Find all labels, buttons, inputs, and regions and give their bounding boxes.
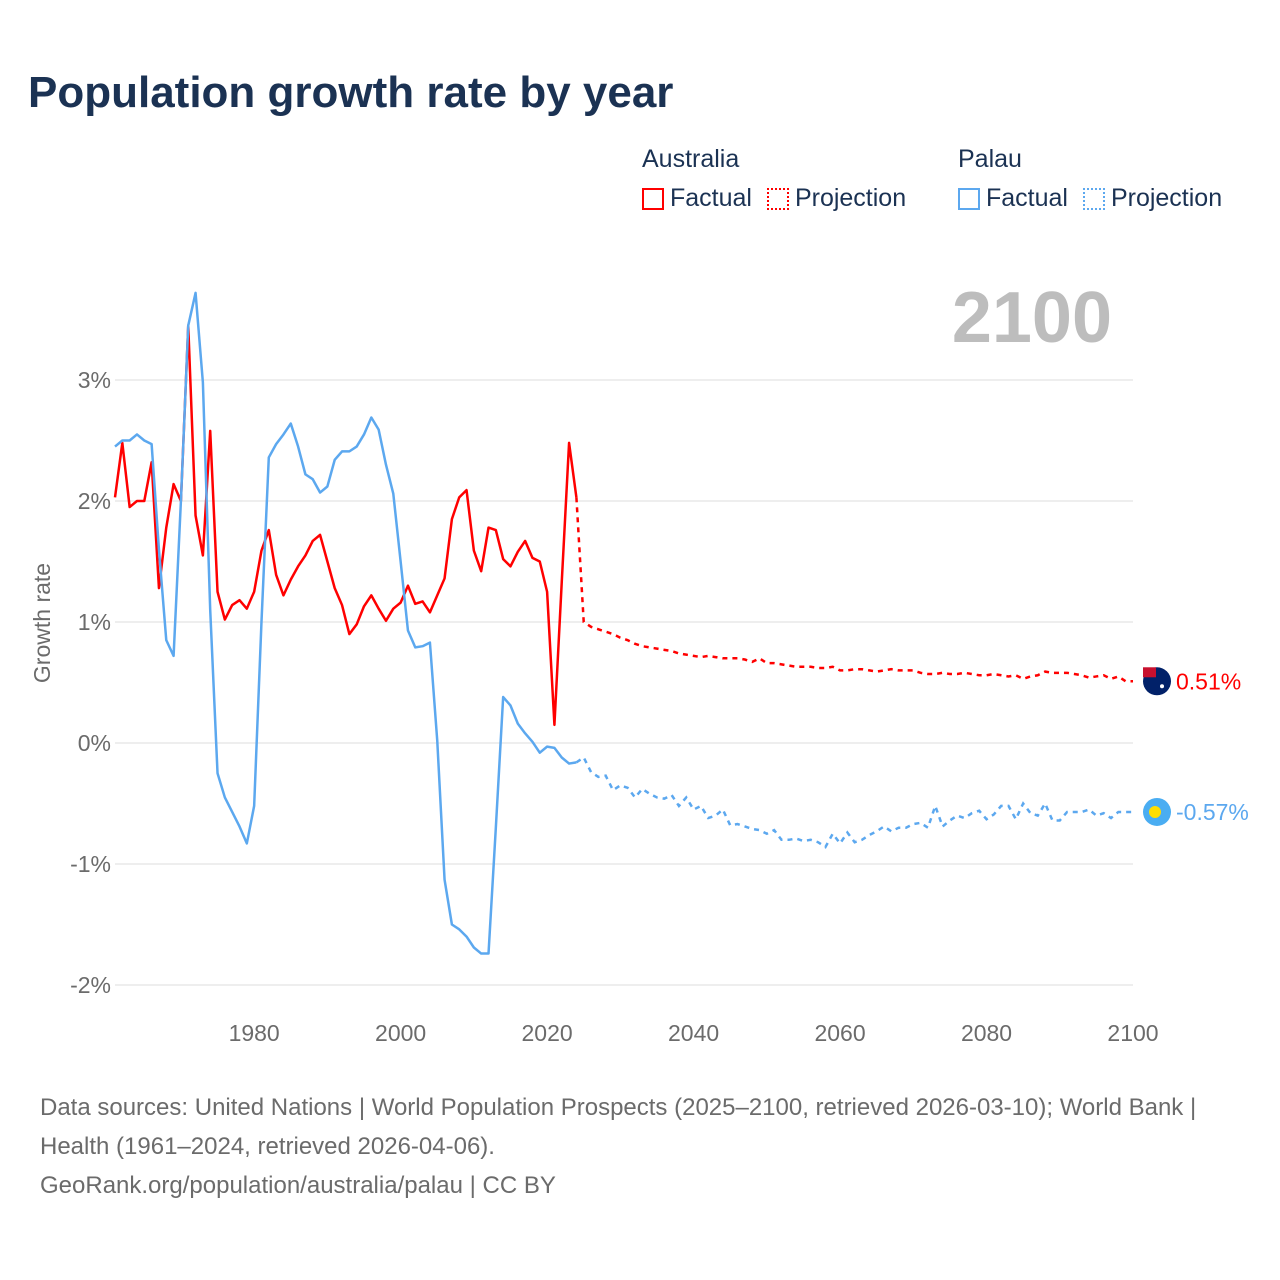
x-tick-label: 2100 (1107, 1020, 1158, 1046)
chart-title: Population growth rate by year (28, 68, 674, 117)
australia-projection-line (575, 497, 1133, 683)
y-tick-label: 1% (78, 609, 111, 635)
dotted-swatch-icon (1082, 187, 1105, 210)
x-tick-label: 2020 (522, 1020, 573, 1046)
australia-factual-line (113, 324, 578, 727)
x-tick-label: 2080 (961, 1020, 1012, 1046)
solid-swatch-icon (642, 187, 664, 210)
palau-factual-line (114, 291, 577, 955)
legend-australia-projection[interactable]: Projection (766, 184, 907, 213)
y-tick-label: -1% (70, 851, 111, 877)
x-tick-label: 2000 (375, 1020, 426, 1046)
palau-projection-line (575, 755, 1133, 849)
australia-end-label: 0.51% (1176, 668, 1241, 694)
legend-palau: Palau Factual Projection (958, 145, 1230, 217)
legend-palau-projection[interactable]: Projection (1082, 184, 1223, 213)
legend-australia: Australia Factual Projection (642, 145, 914, 217)
x-tick-label: 2040 (668, 1020, 719, 1046)
legend-australia-factual[interactable]: Factual (642, 184, 752, 213)
legend-label: Projection (794, 184, 907, 212)
solid-swatch-icon (958, 187, 980, 210)
x-tick-label: 1980 (229, 1020, 280, 1046)
credit-link[interactable]: GeoRank.org/population/australia/palau |… (40, 1172, 556, 1199)
legend-group-name: Australia (642, 145, 740, 173)
footer: Data sources: United Nations | World Pop… (40, 1088, 1240, 1205)
y-axis-label: Growth rate (29, 563, 55, 683)
y-tick-label: 2% (78, 488, 111, 514)
union-jack-icon (1143, 667, 1156, 678)
legend-label: Projection (1110, 184, 1223, 212)
x-tick-label: 2060 (814, 1020, 865, 1046)
y-tick-label: 0% (78, 730, 111, 756)
legend-label: Factual (986, 184, 1068, 212)
data-sources: Data sources: United Nations | World Pop… (40, 1094, 1197, 1160)
legend-group-name: Palau (958, 145, 1022, 173)
moon-icon (1149, 805, 1161, 818)
palau-end-label: -0.57% (1176, 799, 1249, 825)
y-tick-label: 3% (78, 367, 111, 393)
legend-palau-factual[interactable]: Factual (958, 184, 1068, 213)
y-tick-label: -2% (70, 972, 111, 998)
dotted-swatch-icon (766, 187, 789, 210)
year-display: 2100 (952, 278, 1112, 358)
legend-label: Factual (670, 184, 752, 212)
star-icon (1160, 684, 1164, 689)
